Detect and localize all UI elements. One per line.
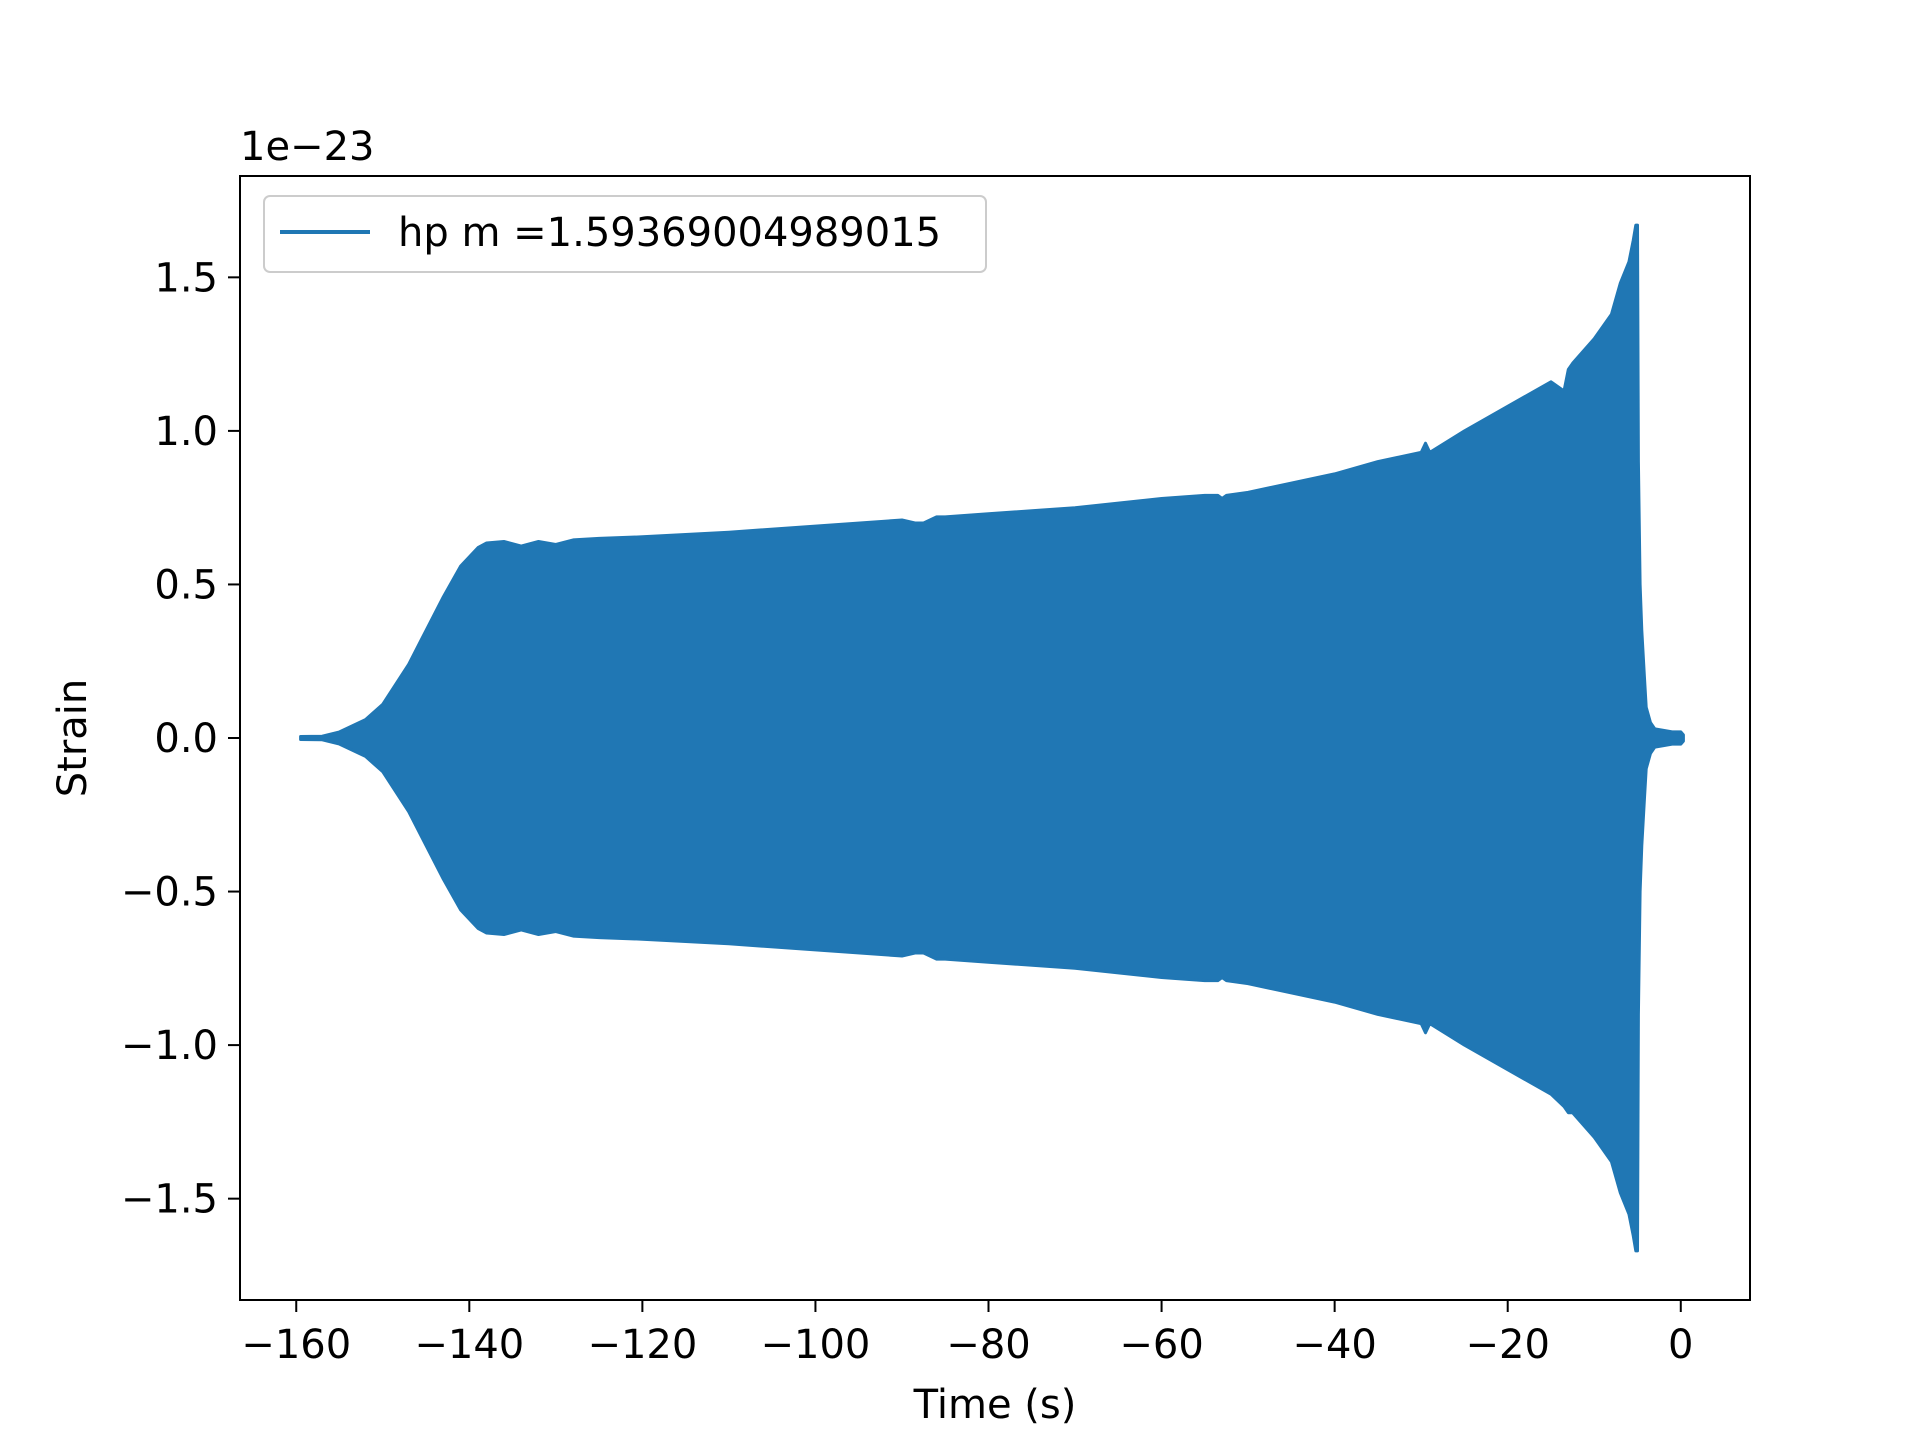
- y-offset-label: 1e−23: [240, 124, 374, 170]
- y-tick-label: −1.0: [121, 1023, 218, 1069]
- x-tick-label: −160: [241, 1322, 351, 1368]
- y-tick-label: −0.5: [121, 870, 218, 916]
- x-tick-label: −20: [1465, 1322, 1549, 1368]
- x-axis-label: Time (s): [913, 1382, 1077, 1428]
- y-tick-label: 0.5: [154, 562, 218, 608]
- x-tick-label: −60: [1119, 1322, 1203, 1368]
- x-tick-label: −80: [946, 1322, 1030, 1368]
- legend-box: [263, 195, 987, 273]
- x-tick-label: −140: [414, 1322, 524, 1368]
- series-hp-waveform: [299, 223, 1685, 1253]
- y-tick-label: −1.5: [121, 1177, 218, 1223]
- x-axis: −160 −140 −120 −100 −80 −60 −40 −20 0: [241, 1300, 1694, 1368]
- x-tick-label: −120: [587, 1322, 697, 1368]
- y-tick-label: 1.5: [154, 255, 218, 301]
- x-tick-label: 0: [1668, 1322, 1693, 1368]
- y-tick-label: 1.0: [154, 409, 218, 455]
- y-tick-label: 0.0: [154, 716, 218, 762]
- y-axis: −1.5 −1.0 −0.5 0.0 0.5 1.0 1.5: [121, 255, 240, 1223]
- legend: hp m =1.59369004989015: [263, 195, 987, 273]
- y-axis-label: Strain: [50, 679, 96, 798]
- legend-entry-label: hp m =1.59369004989015: [398, 210, 941, 256]
- x-tick-label: −100: [761, 1322, 871, 1368]
- x-tick-label: −40: [1292, 1322, 1376, 1368]
- plot-area: [299, 223, 1685, 1253]
